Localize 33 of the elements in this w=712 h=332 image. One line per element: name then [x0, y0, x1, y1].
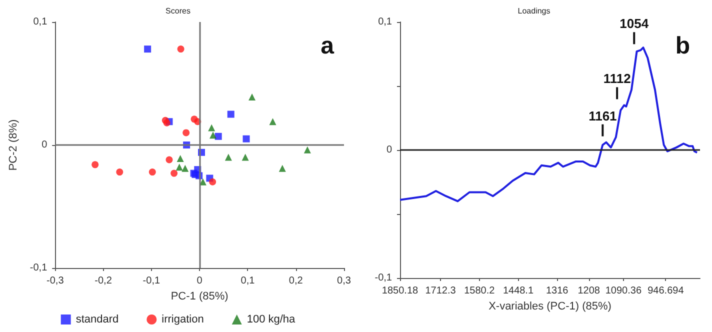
legend-label: irrigation [162, 314, 204, 326]
annotation: 1054 [620, 16, 650, 32]
y-tick-label: -0,1 [30, 262, 48, 274]
x-tick-label: -0,3 [46, 276, 64, 286]
x-tick-label: -0,1 [142, 276, 160, 286]
x-tick-label: 0,1 [240, 276, 256, 286]
annotation: a [320, 32, 335, 60]
x-tick-label: 1712.3 [425, 286, 456, 296]
legend-label: 100 kg/ha [246, 314, 296, 326]
y-tick-label: 0,1 [33, 16, 48, 28]
x-axis-title: X-variables (PC-1) (85%) [488, 300, 612, 312]
x-tick-label: 0 [196, 276, 203, 286]
y-tick-label: 0 [386, 144, 392, 156]
x-tick-label: 1090.36 [605, 286, 642, 296]
x-tick-label: 1316 [546, 286, 569, 296]
y-axis-title: PC-2 (8%) [8, 119, 20, 171]
y-tick-label: 0 [42, 140, 48, 150]
x-tick-label: -0,2 [94, 276, 112, 286]
x-tick-label: 1448.1 [502, 286, 534, 296]
x-tick-label: 1850.18 [382, 286, 419, 296]
x-tick-label: 0,3 [337, 276, 352, 286]
annotation: 1112 [603, 71, 631, 86]
annotation: 1161 [588, 108, 617, 124]
annotation: b [675, 32, 690, 60]
x-tick-label: 0,2 [288, 276, 304, 286]
legend-label: standard [76, 314, 119, 326]
chart-title: Scores [166, 6, 190, 16]
x-tick-label: 1580.2 [464, 286, 496, 296]
y-tick-label: 0,1 [378, 16, 392, 28]
x-tick-label: 1208 [578, 286, 600, 296]
x-axis-title: PC-1 (85%) [170, 290, 228, 302]
x-tick-label: 946.694 [648, 286, 684, 296]
chart-title: Loadings [518, 6, 550, 16]
